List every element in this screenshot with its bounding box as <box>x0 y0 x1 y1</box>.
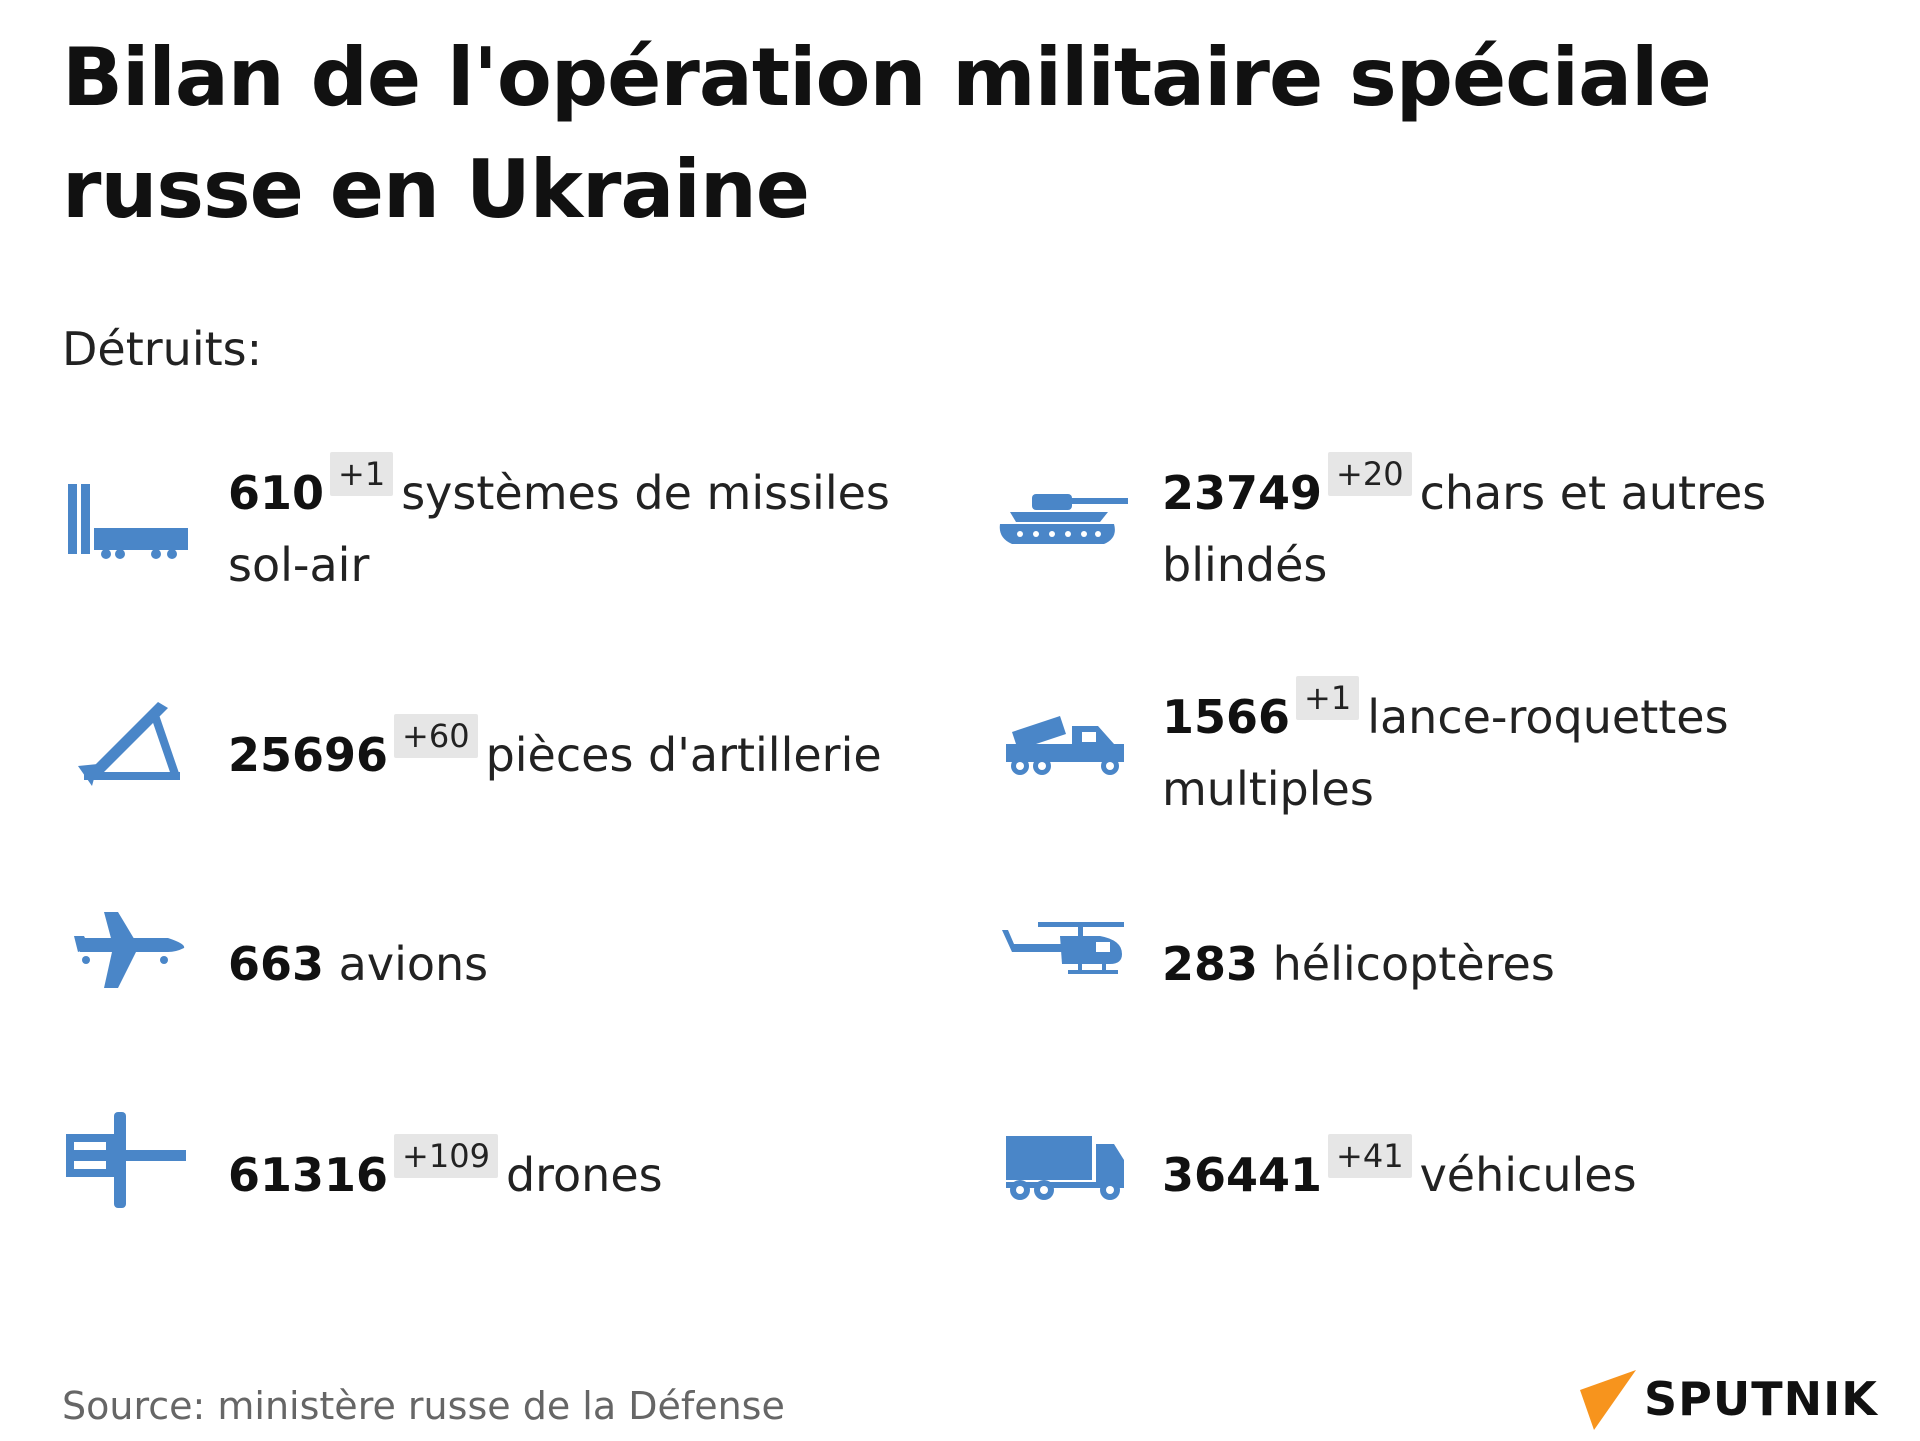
subtitle: Détruits: <box>62 322 263 376</box>
source-note: Source: ministère russe de la Défense <box>62 1384 785 1428</box>
page-title: Bilan de l'opération militaire spéciale … <box>62 31 1712 236</box>
stat-text: hélicoptères <box>1272 937 1555 991</box>
stat-value: 25696 <box>228 728 389 782</box>
sam-launcher-icon <box>66 480 190 560</box>
stat-value: 1566 <box>1162 690 1291 744</box>
stat-text: chars et autres blindés <box>1162 466 1767 592</box>
stat-value: 36441 <box>1162 1148 1323 1202</box>
stat-value: 663 <box>228 937 325 991</box>
stat-delta-badge: +109 <box>394 1134 498 1178</box>
stat-text: avions <box>338 937 489 991</box>
truck-icon <box>1004 1132 1126 1202</box>
stat-value: 610 <box>228 466 325 520</box>
stat-delta-badge: +1 <box>1296 676 1360 720</box>
logo-text: SPUTNIK <box>1644 1372 1878 1426</box>
stat-value: 61316 <box>228 1148 389 1202</box>
stat-label: 36441 +41 véhicules <box>1162 1134 1882 1211</box>
stat-label: 61316 +109 drones <box>228 1134 948 1211</box>
stat-delta-badge: +1 <box>330 452 394 496</box>
stat-label: 283 hélicoptères <box>1162 928 1882 1000</box>
stat-label: 25696 +60 pièces d'artillerie <box>228 714 948 791</box>
helicopter-icon <box>998 920 1126 980</box>
drone-icon <box>66 1108 188 1210</box>
stat-delta-badge: +20 <box>1328 452 1412 496</box>
stat-delta-badge: +60 <box>394 714 478 758</box>
stat-label: 1566 +1 lance-roquettes multiples <box>1162 676 1882 825</box>
stat-text: drones <box>505 1148 663 1202</box>
stat-text: lance-roquettes multiples <box>1162 690 1729 816</box>
artillery-icon <box>74 696 186 788</box>
stat-label: 610 +1 systèmes de missiles sol-air <box>228 452 948 601</box>
stat-value: 23749 <box>1162 466 1323 520</box>
stat-text: systèmes de missiles sol-air <box>228 466 890 592</box>
sputnik-logo: SPUTNIK <box>1576 1366 1878 1434</box>
stat-text: véhicules <box>1419 1148 1637 1202</box>
rocket-launcher-icon <box>1002 712 1128 778</box>
stat-delta-badge: +41 <box>1328 1134 1412 1178</box>
sputnik-logo-icon <box>1580 1370 1636 1430</box>
stat-label: 23749 +20 chars et autres blindés <box>1162 452 1882 601</box>
tank-icon <box>996 486 1130 552</box>
airplane-icon <box>72 908 188 992</box>
stat-label: 663 avions <box>228 928 948 1000</box>
stat-value: 283 <box>1162 937 1259 991</box>
stat-text: pièces d'artillerie <box>485 728 882 782</box>
